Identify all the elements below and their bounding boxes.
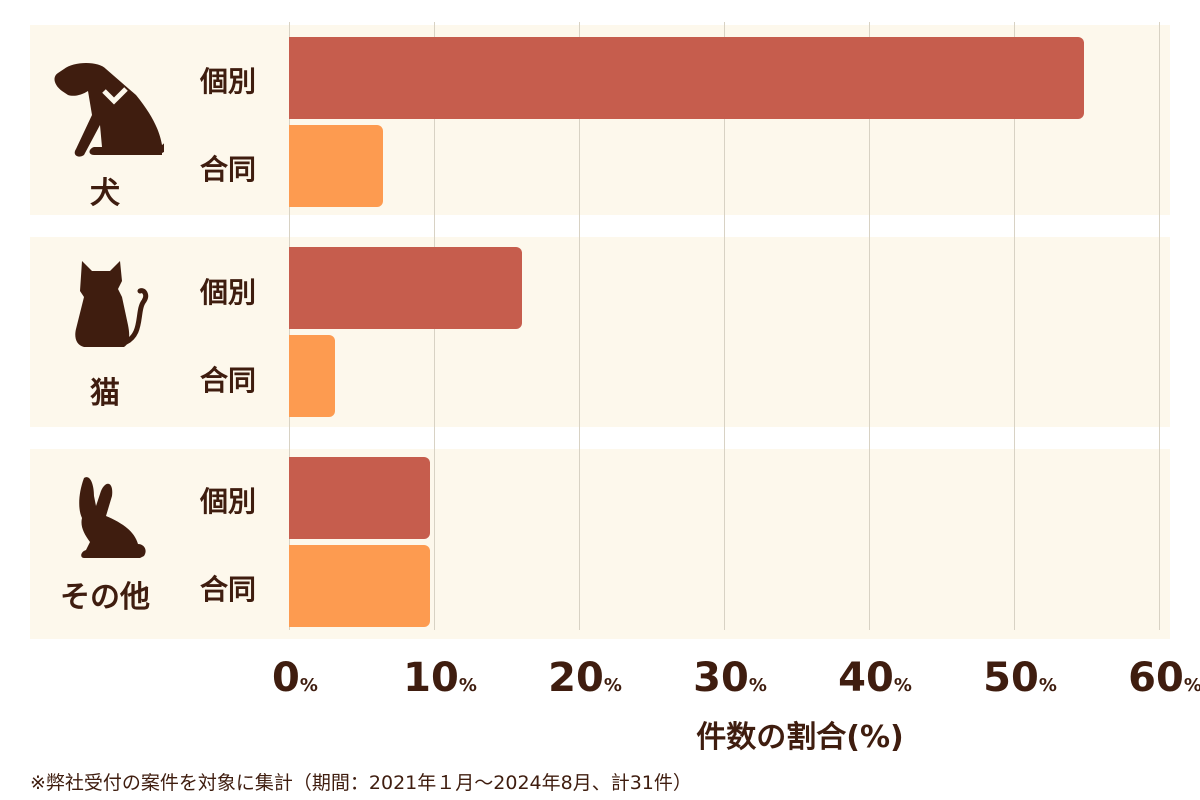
bar-label-dog-joint: 合同 bbox=[200, 153, 257, 186]
rabbit-icon bbox=[79, 477, 146, 558]
x-axis-label: 件数の割合(%) bbox=[696, 720, 904, 755]
bar-label-cat-individual: 個別 bbox=[200, 276, 257, 309]
bar-label-cat-joint: 合同 bbox=[200, 364, 257, 397]
footnote: ※弊社受付の案件を対象に集計（期間：2021年１月～2024年8月、計31件） bbox=[30, 772, 692, 794]
dog-icon bbox=[54, 63, 164, 157]
cat-icon bbox=[75, 261, 149, 347]
gridline bbox=[1014, 22, 1015, 630]
bar-other-joint bbox=[289, 545, 430, 627]
bar-label-other-individual: 個別 bbox=[200, 485, 257, 518]
group-label-other: その他 bbox=[60, 580, 150, 615]
bar-cat-individual bbox=[289, 247, 523, 329]
group-label-cat: 猫 bbox=[90, 376, 120, 411]
group-label-dog: 犬 bbox=[90, 176, 120, 211]
bar-dog-joint bbox=[289, 125, 384, 207]
bar-dog-individual bbox=[289, 37, 1084, 119]
gridline bbox=[1159, 22, 1160, 630]
bar-cat-joint bbox=[289, 335, 336, 417]
bar-other-individual bbox=[289, 457, 430, 539]
gridline bbox=[869, 22, 870, 630]
bar-label-dog-individual: 個別 bbox=[200, 65, 257, 98]
bar-label-other-joint: 合同 bbox=[200, 573, 257, 606]
group-panel-other bbox=[30, 449, 1170, 639]
group-panel-cat bbox=[30, 237, 1170, 427]
x-tick-label: 20% bbox=[548, 655, 622, 701]
gridline bbox=[579, 22, 580, 630]
x-tick-label: 0% bbox=[272, 655, 318, 701]
x-tick-label: 30% bbox=[693, 655, 767, 701]
x-tick-label: 60% bbox=[1128, 655, 1200, 701]
x-tick-label: 40% bbox=[838, 655, 912, 701]
gridline bbox=[724, 22, 725, 630]
x-tick-label: 10% bbox=[403, 655, 477, 701]
x-tick-label: 50% bbox=[983, 655, 1057, 701]
